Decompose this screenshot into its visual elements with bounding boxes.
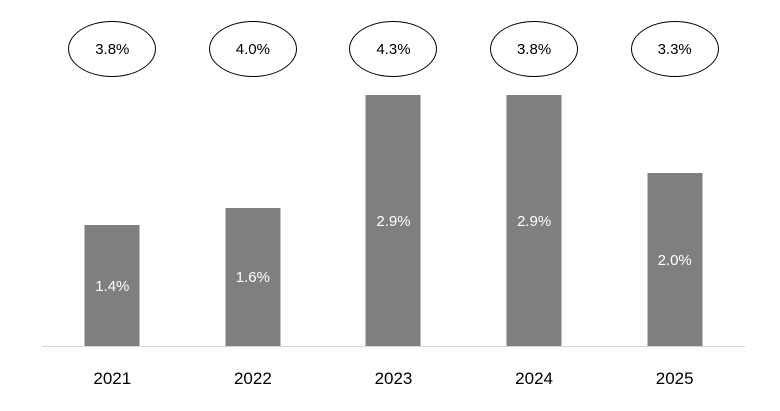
oval-annotation: 4.3%: [349, 21, 438, 77]
bar: 1.4%: [84, 225, 140, 347]
oval-annotation: 4.0%: [208, 21, 297, 77]
x-tick-label-2021: 2021: [93, 369, 132, 388]
chart-column-2024: 3.8% 2.9%: [464, 0, 605, 347]
chart-column-2022: 4.0% 1.6%: [183, 0, 324, 347]
bar-value-label: 2.0%: [657, 251, 692, 269]
x-tick-label-2022: 2022: [233, 369, 272, 388]
chart-column-2021: 3.8% 1.4%: [42, 0, 183, 347]
x-tick-label-2024: 2024: [515, 369, 553, 388]
bar: 2.9%: [506, 95, 562, 347]
bar-value-label: 2.9%: [516, 212, 552, 230]
x-axis-line: [42, 346, 745, 347]
plot-area: 3.8% 1.4% 4.0% 1.6% 4.3% 2.9% 3.8% 2.9% 3.3% 2.0%: [42, 0, 745, 347]
bar: 2.0%: [647, 173, 703, 347]
oval-annotation: 3.3%: [630, 21, 719, 77]
bar: 1.6%: [225, 208, 281, 347]
bar-value-label: 1.4%: [95, 277, 130, 295]
x-tick-label-2023: 2023: [374, 369, 413, 388]
bar-value-label: 1.6%: [235, 269, 270, 286]
bar: 2.9%: [365, 95, 421, 347]
bar-value-label: 2.9%: [376, 212, 411, 230]
oval-annotation: 3.8%: [490, 21, 579, 77]
x-axis-labels: 2021 2022 2023 2024 2025: [42, 369, 745, 389]
chart-column-2023: 4.3% 2.9%: [323, 0, 464, 347]
oval-annotation: 3.8%: [68, 21, 157, 77]
chart-column-2025: 3.3% 2.0%: [604, 0, 745, 347]
x-tick-label-2025: 2025: [655, 369, 694, 388]
